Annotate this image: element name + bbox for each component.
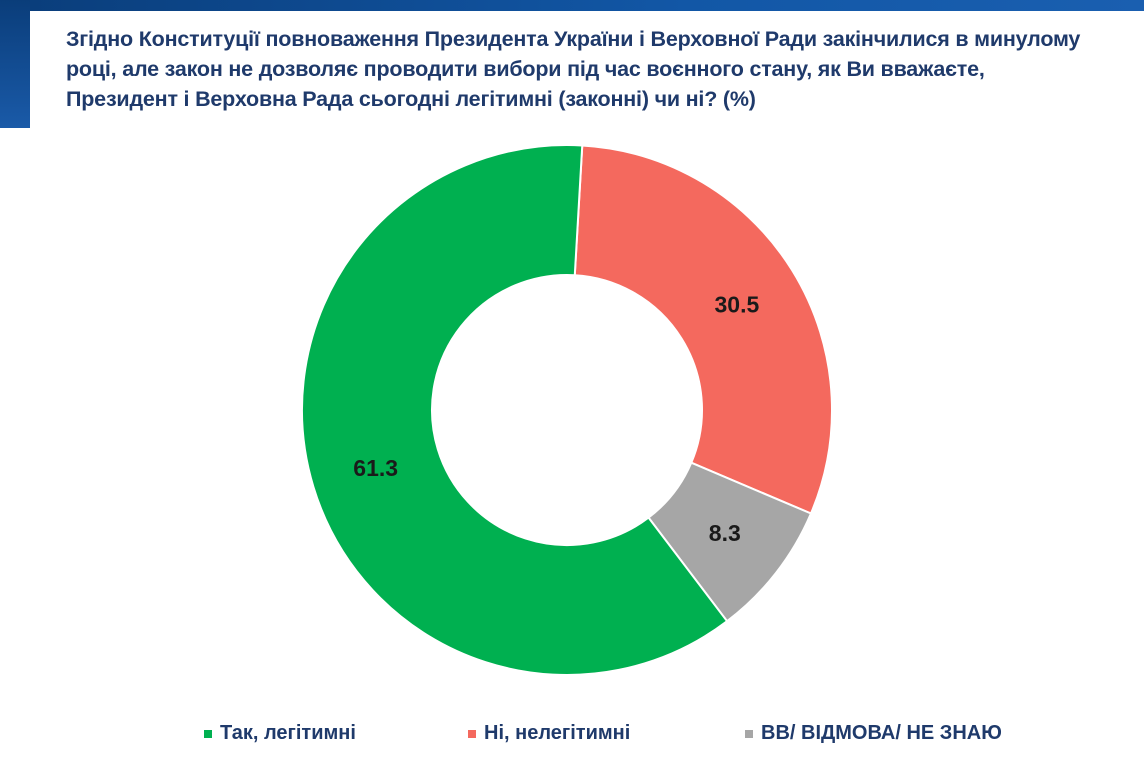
data-label-1: 8.3 [709,520,741,546]
legend-label-no: Ні, нелегітимні [484,722,631,744]
header-bar [0,0,1144,11]
slice-0 [573,144,833,515]
data-label-2: 61.3 [353,455,398,481]
data-label-0: 30.5 [714,291,759,317]
legend-swatch-no [468,729,476,738]
legend-item-yes: Так, легітимні [204,722,356,745]
side-accent-bar [0,0,30,128]
legend-swatch-dk [745,729,753,738]
legend: Так, легітимні Ні, нелегітимні ВВ/ ВІДМО… [0,722,1144,752]
slice-2 [301,144,729,676]
chart-title: Згідно Конституції повноваження Президен… [66,27,1081,111]
legend-item-no: Ні, нелегітимні [468,722,630,745]
legend-swatch-yes [204,729,212,738]
legend-item-dk: ВВ/ ВІДМОВА/ НЕ ЗНАЮ [745,722,1002,745]
legend-label-yes: Так, легітимні [220,722,356,744]
legend-label-dk: ВВ/ ВІДМОВА/ НЕ ЗНАЮ [761,722,1002,744]
